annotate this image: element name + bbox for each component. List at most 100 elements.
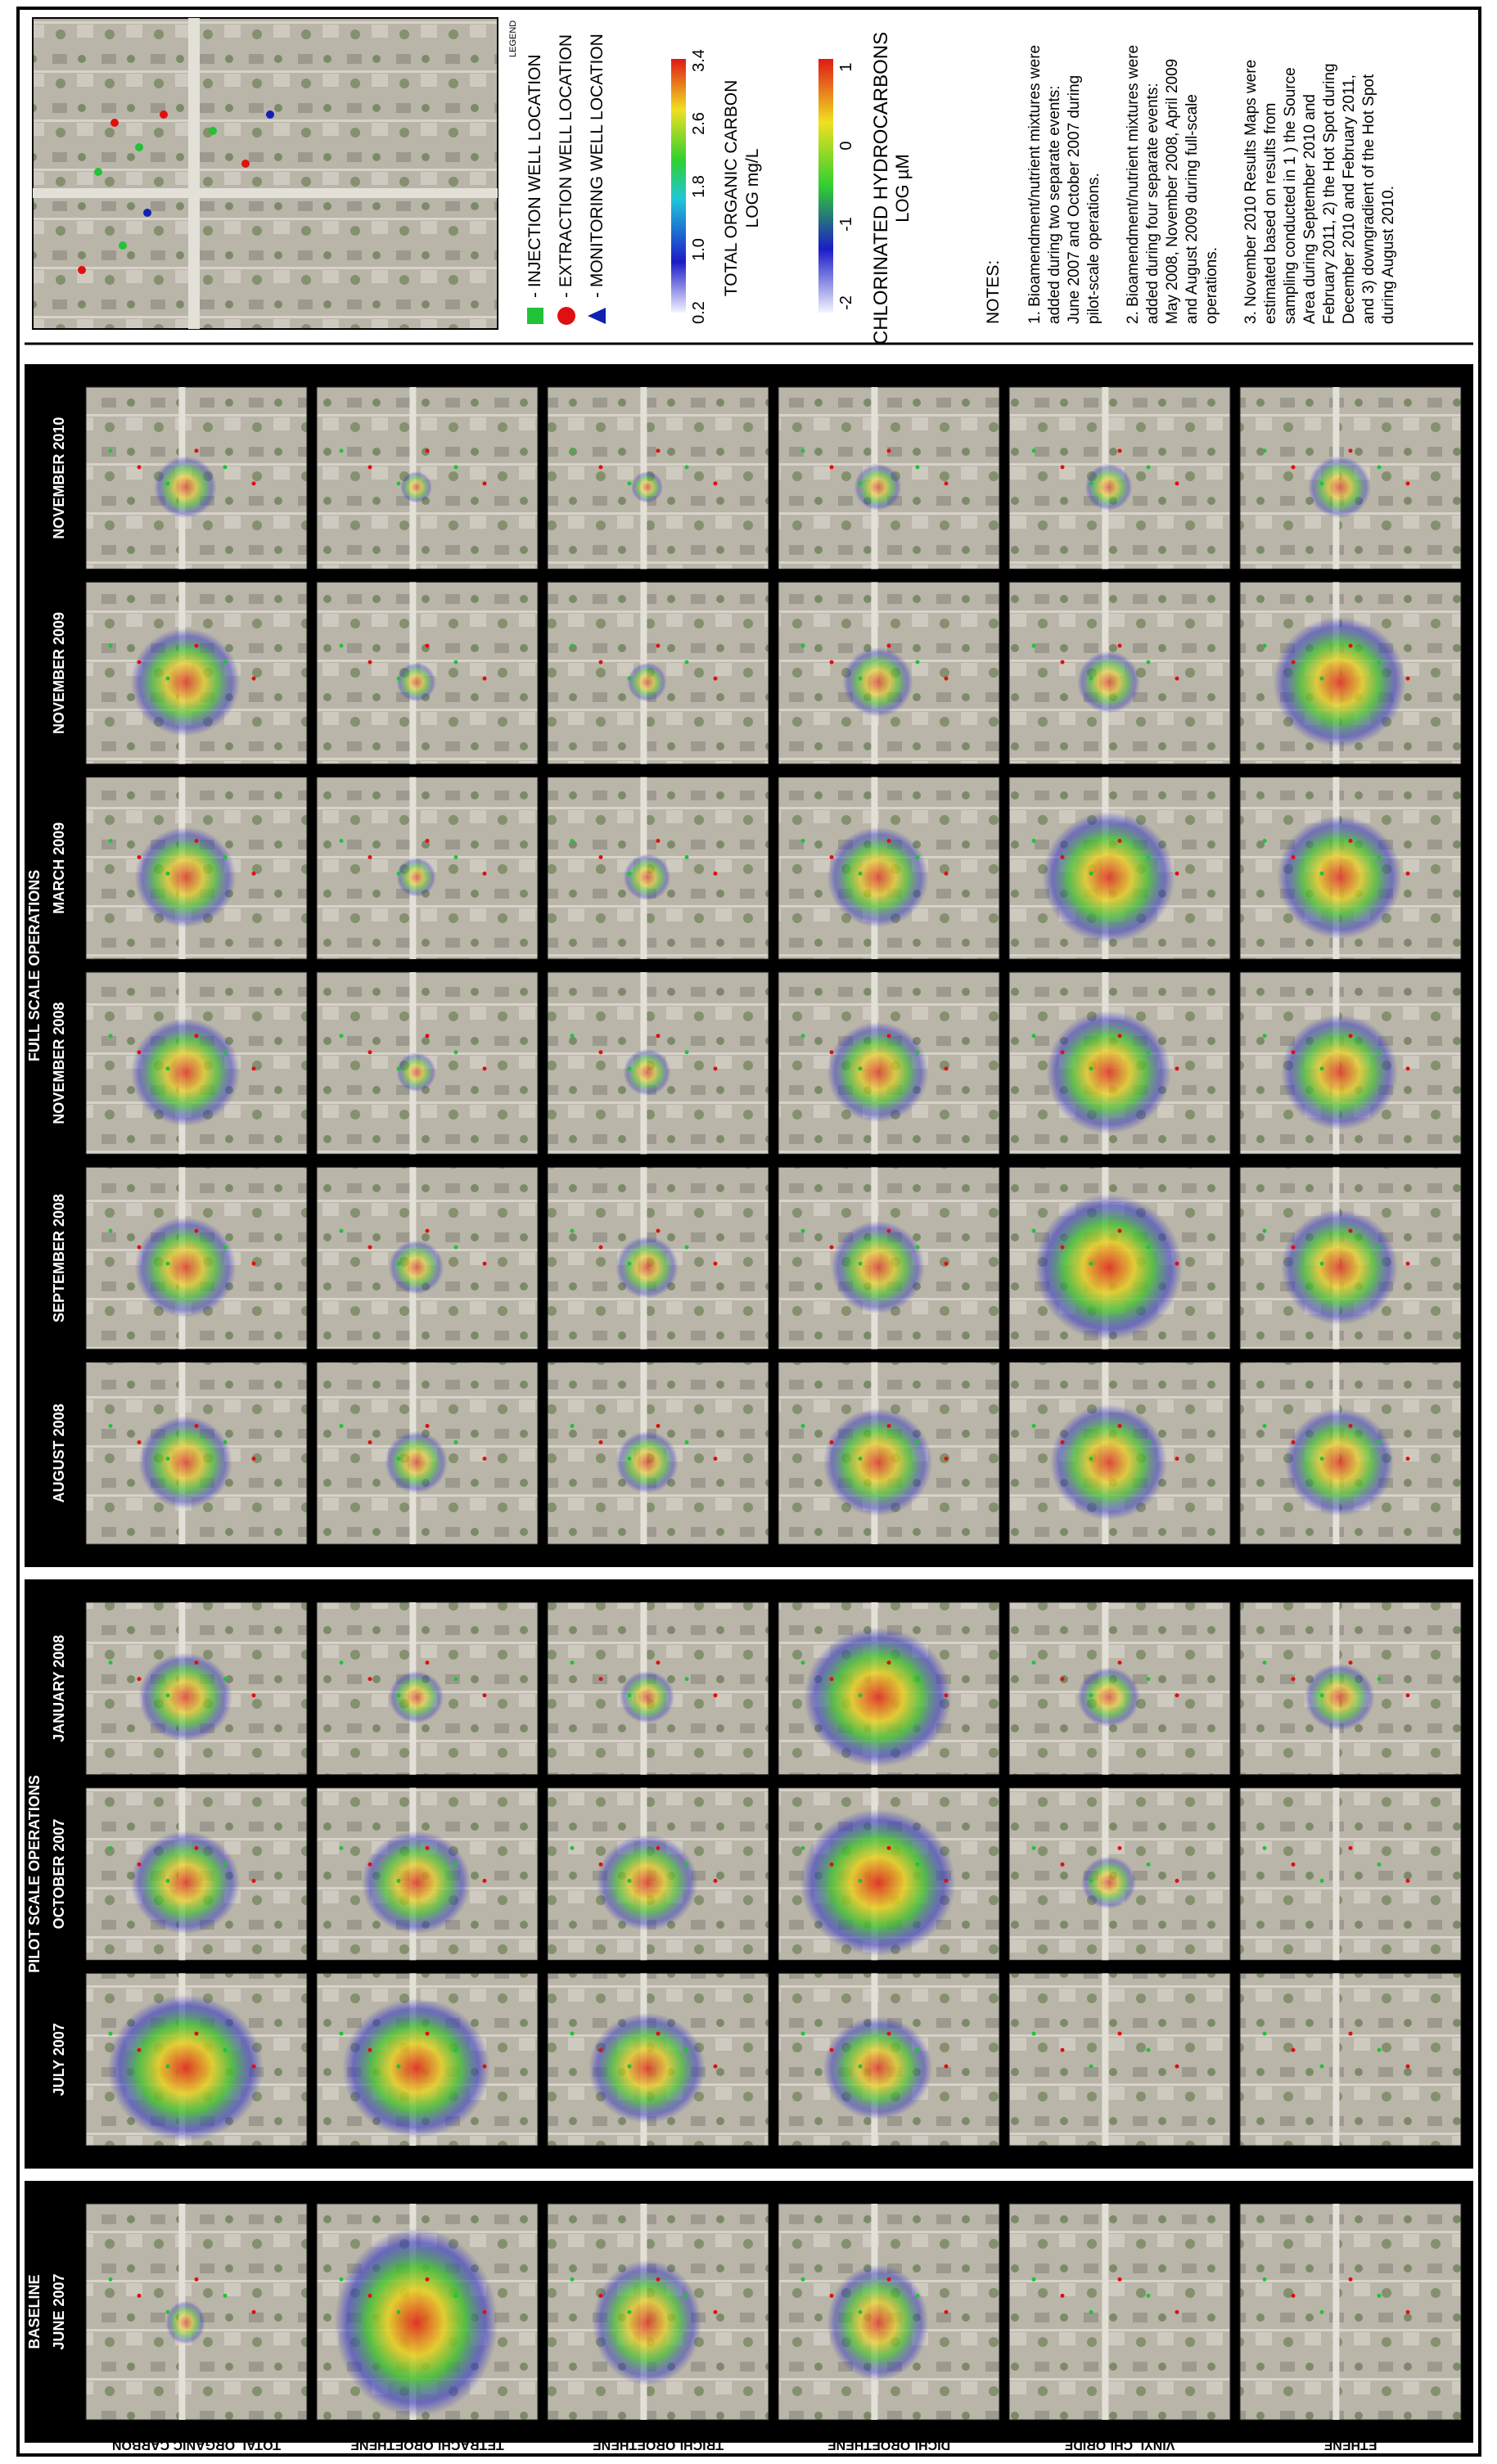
map-cell: [1239, 2203, 1462, 2421]
well-dot: [570, 1034, 575, 1038]
well-dot: [1031, 643, 1036, 648]
notes-line: June 2007 and October 2007 during: [1066, 75, 1083, 324]
well-dot: [1175, 481, 1179, 486]
phase-title: FULL SCALE OPERATIONS: [26, 870, 43, 1061]
well-dot: [886, 1660, 891, 1665]
well-dot: [1262, 1660, 1267, 1665]
well-dot: [915, 1862, 920, 1867]
well-dot: [1031, 1423, 1036, 1428]
legend-rotated-text: LEGEND - INJECTION WELL LOCATION - EXTRACT…: [508, 20, 606, 325]
well-dot: [1377, 465, 1382, 470]
plume-overlay: [1277, 815, 1402, 939]
notes-line: during August 2010.: [1380, 186, 1397, 324]
well-dot: [1377, 660, 1382, 664]
well-dot: [656, 2031, 661, 2036]
well-dot: [1348, 448, 1353, 453]
map-cell: [778, 1166, 1000, 1350]
well-dot: [425, 838, 430, 843]
well-dot: [339, 2277, 344, 2282]
map-cell: [316, 971, 539, 1155]
well-dot: [1405, 676, 1410, 681]
well-dot: [396, 1066, 401, 1071]
ch-tick-label: 1: [837, 62, 855, 71]
well-dot: [108, 448, 113, 453]
plume-overlay: [334, 2228, 498, 2417]
well-dot: [194, 448, 199, 453]
well-dot: [165, 1261, 170, 1266]
well-dot: [1377, 1439, 1382, 1444]
plume-overlay: [615, 1430, 679, 1493]
well-dot: [1377, 1677, 1382, 1682]
plume-overlay: [1084, 463, 1133, 511]
map-cell: [1239, 1972, 1462, 2146]
well-dot: [684, 1677, 689, 1682]
row-label: ETHENE: [1323, 2438, 1377, 2452]
plume-overlay: [130, 628, 241, 736]
well-dot: [482, 871, 487, 876]
well-dot: [137, 1677, 142, 1682]
well-dot: [1146, 465, 1151, 470]
well-dot: [684, 854, 689, 859]
well-dot: [194, 838, 199, 843]
well-dot: [251, 481, 256, 486]
well-dot: [482, 1066, 487, 1071]
legend-panel: LEGEND - INJECTION WELL LOCATION - EXTRACT…: [25, 17, 1473, 345]
well-dot: [1348, 838, 1353, 843]
well-dot: [800, 643, 805, 648]
well-dot: [944, 676, 949, 681]
plume-overlay: [400, 471, 432, 503]
well-dot: [886, 2031, 891, 2036]
well-dot: [137, 660, 142, 664]
well-dot: [1262, 1423, 1267, 1428]
well-dot: [1117, 1228, 1122, 1233]
well-dot: [915, 660, 920, 664]
well-dot: [453, 465, 458, 470]
well-dot: [944, 1066, 949, 1071]
well-dot: [1031, 838, 1036, 843]
well-dot: [1377, 1862, 1382, 1867]
well-dot: [1319, 871, 1324, 876]
well-dot: [1319, 1693, 1324, 1698]
notes-line: 2. Bioamendment/nutrient mixtures were: [1125, 45, 1142, 324]
well-dot: [829, 1245, 834, 1250]
plume-overlay: [827, 827, 929, 928]
plume-overlay: [388, 1240, 444, 1295]
plume-overlay: [615, 1236, 679, 1299]
well-dot: [829, 2047, 834, 2052]
well-dot: [108, 2031, 113, 2036]
well-dot: [1319, 2064, 1324, 2069]
legend-well-marker: [266, 110, 274, 119]
well-dot: [396, 1878, 401, 1883]
legend-item-label: - INJECTION WELL LOCATION: [525, 54, 544, 298]
plume-overlay: [588, 2012, 706, 2124]
well-dot: [165, 1878, 170, 1883]
well-dot: [1348, 643, 1353, 648]
well-dot: [1175, 676, 1179, 681]
well-dot: [858, 1693, 863, 1698]
well-dot: [339, 448, 344, 453]
notes-line: Area during September 2010 and: [1301, 94, 1319, 324]
well-dot: [598, 465, 603, 470]
well-dot: [684, 465, 689, 470]
well-dot: [1117, 2031, 1122, 2036]
well-dot: [829, 854, 834, 859]
plume-overlay: [1042, 811, 1175, 943]
blue-triangle-icon: [588, 308, 606, 324]
well-dot: [1262, 448, 1267, 453]
notes-line: pilot-scale operations.: [1085, 173, 1102, 324]
plume-overlay: [827, 1021, 929, 1123]
plume-overlay: [1284, 1408, 1395, 1516]
well-dot: [137, 854, 142, 859]
well-dot: [858, 2064, 863, 2069]
well-dot: [223, 2047, 228, 2052]
notes-line: 3. November 2010 Results Maps were: [1242, 60, 1260, 324]
well-dot: [251, 2309, 256, 2314]
well-dot: [570, 1423, 575, 1428]
toc-colorbar-title: TOTAL ORGANIC CARBON: [722, 80, 741, 296]
well-dot: [944, 2309, 949, 2314]
plume-overlay: [1273, 616, 1406, 748]
well-dot: [108, 2277, 113, 2282]
row-label: TETRACHLOROETHENE: [350, 2438, 504, 2452]
results-map-grid: FULL SCALE OPERATIONS AUGUST 2008 SEPTEMBE…: [25, 364, 1473, 2443]
well-dot: [598, 1050, 603, 1055]
